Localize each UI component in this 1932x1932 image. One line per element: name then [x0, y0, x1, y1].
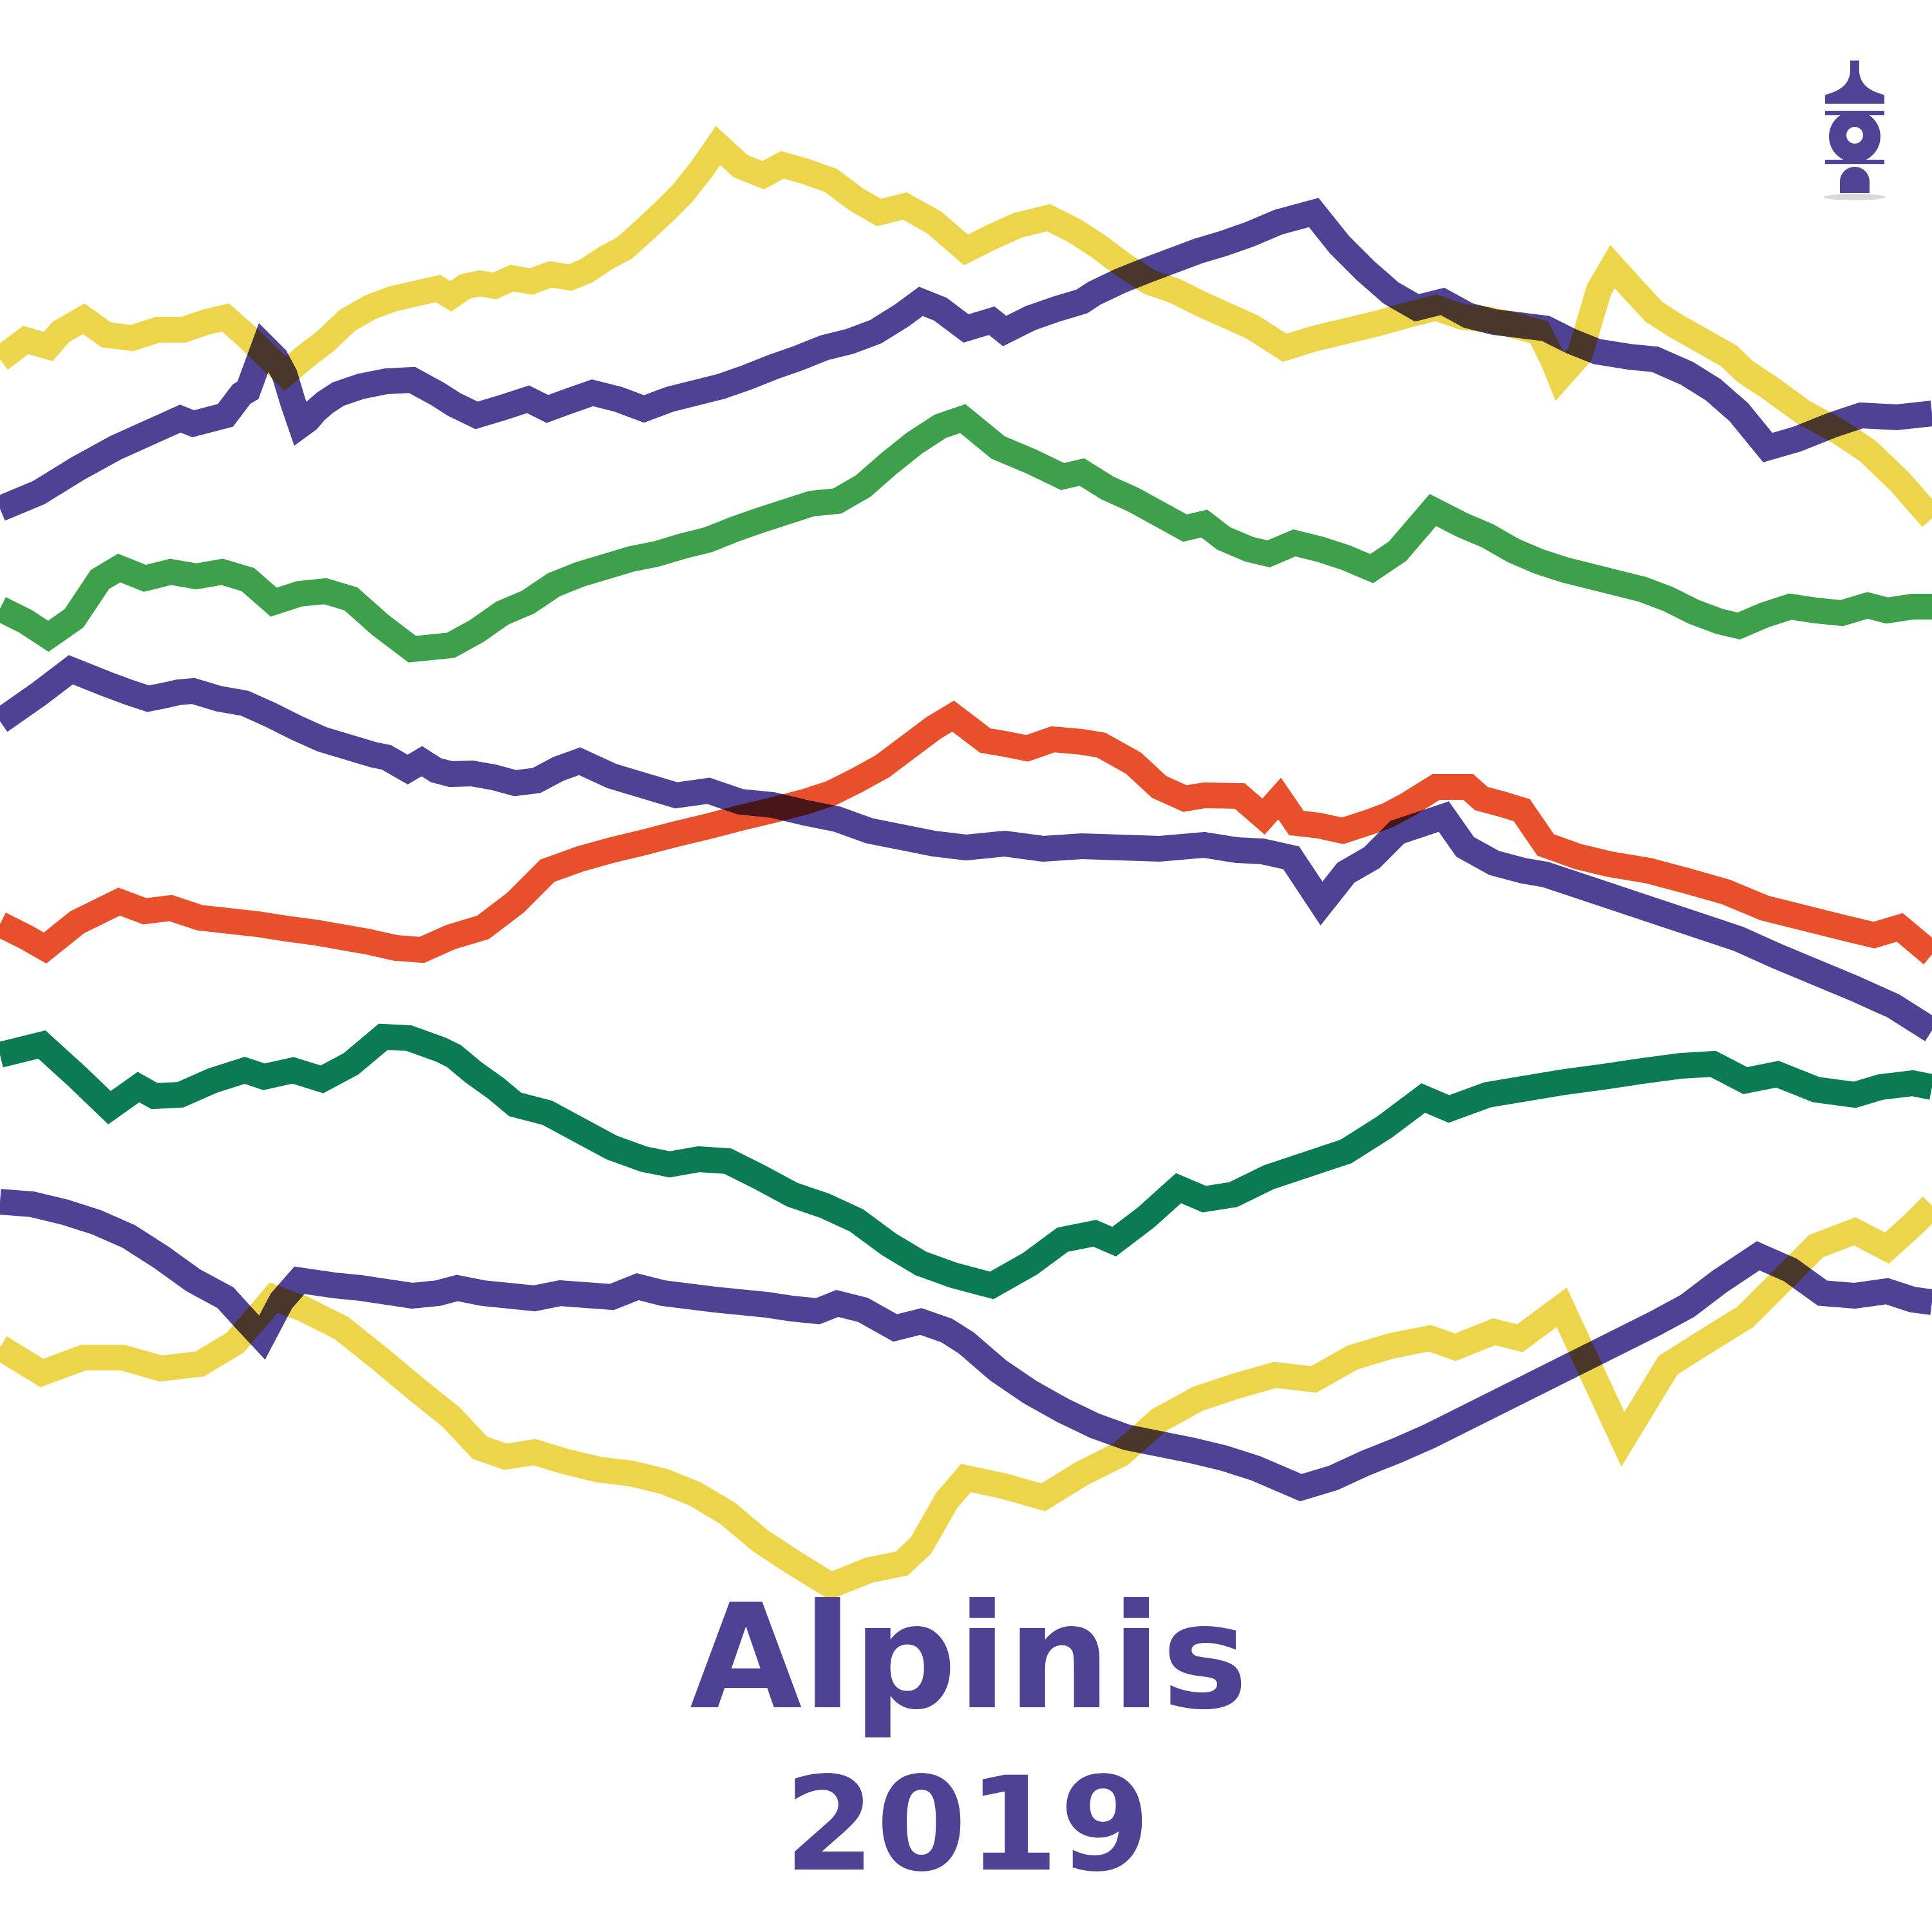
ridgeline-darkgreen: [0, 1023, 1932, 1300]
tower-emblem-logo: [1824, 61, 1886, 200]
ridgeline-red: [0, 700, 1932, 965]
logo-rule-bottom: [1825, 160, 1884, 164]
ridgeline-lines: [0, 126, 1932, 1600]
logo-bar: [1825, 95, 1884, 104]
ridgeline-green: [0, 404, 1932, 663]
ridgeline-indigo-top: [0, 198, 1932, 521]
logo-donut-hole: [1846, 127, 1863, 144]
logo-shadow: [1824, 194, 1886, 200]
logo-spire-icon: [1826, 61, 1884, 95]
ridgeline-indigo-bottom: [0, 1189, 1932, 1502]
ridgeline-yellow-bottom: [0, 1196, 1932, 1600]
logo-arch: [1840, 167, 1870, 193]
